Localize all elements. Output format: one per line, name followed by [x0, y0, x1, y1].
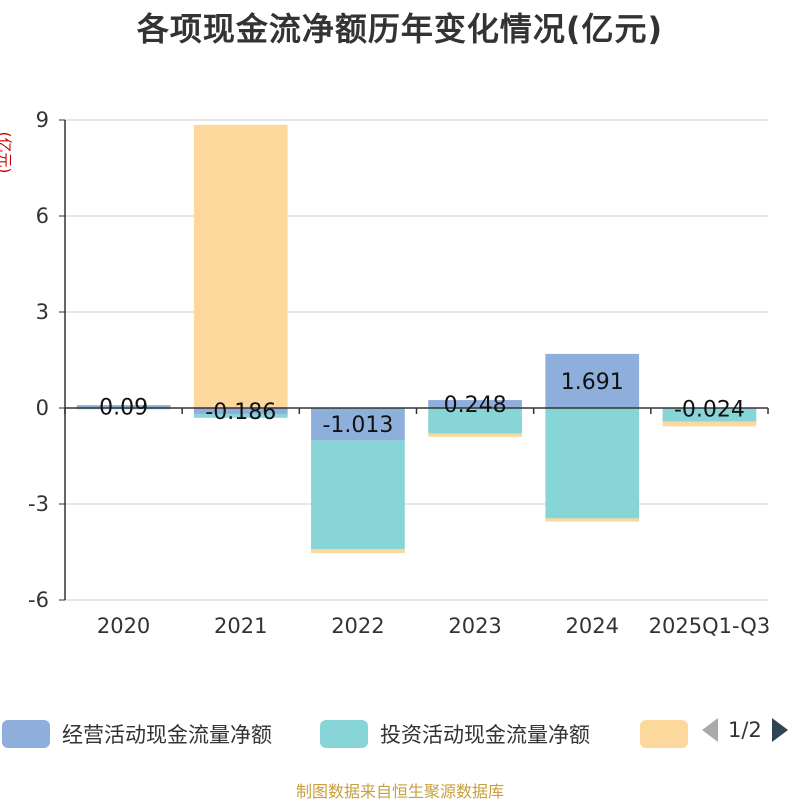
bar-segment	[193, 124, 288, 409]
legend-page-indicator: 1/2	[728, 718, 762, 742]
data-label: 0.248	[444, 393, 507, 418]
x-tick-label: 2020	[97, 614, 150, 638]
data-label: -1.013	[322, 413, 393, 438]
y-tick-label: 0	[36, 396, 49, 420]
legend-swatch-investing	[320, 720, 368, 748]
data-label: -0.186	[205, 400, 276, 425]
bar-segment	[311, 549, 405, 554]
stacked-bar-chart: -6 -3 0 3 6 9 0.09 -0.186 -1.013 0.248 1.691 -0.024…	[28, 108, 771, 638]
legend-label-operating: 经营活动现金流量净额	[62, 723, 272, 747]
y-tick-label: -3	[28, 492, 49, 516]
data-source-note: 制图数据来自恒生聚源数据库	[295, 782, 504, 801]
data-label: -0.024	[674, 397, 745, 422]
legend-item-financing[interactable]	[640, 714, 688, 754]
legend-next-icon[interactable]	[770, 716, 790, 744]
x-tick-label: 2023	[448, 614, 501, 638]
bar-segment	[311, 408, 405, 441]
bar-segment	[428, 433, 522, 437]
bar-segment	[545, 518, 640, 522]
y-tick-label: 3	[36, 300, 49, 324]
x-tick-label: 2022	[331, 614, 384, 638]
legend-item-operating[interactable]: 经营活动现金流量净额	[2, 714, 272, 754]
bar-segment	[428, 400, 522, 408]
legend-pager: 1/2	[700, 716, 790, 744]
bar-segment	[193, 413, 288, 418]
bar-segment	[76, 408, 171, 410]
bar-segment	[545, 408, 640, 519]
legend-prev-icon[interactable]	[700, 716, 720, 744]
legend-label-investing: 投资活动现金流量净额	[380, 723, 590, 747]
bar-segment	[76, 405, 171, 408]
chart-title: 各项现金流净额历年变化情况(亿元)	[136, 10, 664, 48]
x-tick-label: 2025Q1-Q3	[649, 614, 771, 638]
bar-segment	[662, 408, 757, 422]
y-tick-label: -6	[28, 588, 49, 612]
bar-segment	[545, 353, 640, 408]
bar-segment	[311, 440, 405, 550]
data-label: 0.09	[99, 396, 148, 421]
bar-segment	[662, 421, 757, 427]
x-tick-label: 2021	[214, 614, 267, 638]
y-tick-label: 6	[36, 204, 49, 228]
y-tick-label: 9	[36, 108, 49, 132]
bar-segment	[428, 408, 522, 434]
bar-segment	[193, 408, 288, 414]
data-label: 1.691	[561, 370, 624, 395]
legend-swatch-financing	[640, 720, 688, 748]
legend-swatch-operating	[2, 720, 50, 748]
legend-item-investing[interactable]: 投资活动现金流量净额	[320, 714, 590, 754]
x-tick-label: 2024	[566, 614, 619, 638]
